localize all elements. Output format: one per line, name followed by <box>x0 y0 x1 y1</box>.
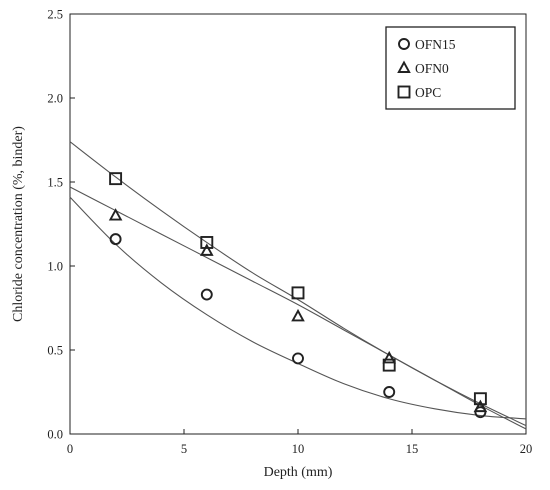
x-axis-title: Depth (mm) <box>264 465 333 480</box>
data-point-ofn0 <box>108 208 123 221</box>
legend-label-ofn0: OFN0 <box>415 61 449 76</box>
legend: OFN15 OFN0 OPC <box>385 26 516 110</box>
data-point-ofn0 <box>382 350 397 364</box>
data-point-opc <box>200 236 214 249</box>
data-point-opc <box>109 172 123 186</box>
data-point-ofn15 <box>109 233 122 246</box>
data-point-ofn0 <box>473 399 488 413</box>
fit-curves <box>69 141 527 430</box>
data-point-ofn15 <box>200 288 213 301</box>
data-point-ofn15 <box>383 386 396 398</box>
data-point-ofn0 <box>199 243 214 256</box>
x-tick-label: 15 <box>406 442 419 456</box>
data-point-opc <box>291 286 305 300</box>
x-tick-label: 20 <box>520 442 533 456</box>
data-point-ofn15 <box>292 352 304 365</box>
fit-curve-opc <box>69 141 527 427</box>
legend-marker-opc <box>397 85 411 99</box>
data-point-opc <box>382 358 396 372</box>
fit-curve-ofn15 <box>69 196 527 420</box>
x-axis: 0 5 10 15 20 <box>67 429 532 456</box>
x-tick-label: 5 <box>181 442 187 456</box>
x-tick-label: 0 <box>67 442 73 456</box>
y-tick-label: 1.5 <box>47 176 63 190</box>
y-tick-label: 0.0 <box>47 428 63 442</box>
legend-label-opc: OPC <box>415 85 441 100</box>
y-tick-label: 2.0 <box>47 92 63 106</box>
legend-marker-ofn0 <box>397 60 411 73</box>
legend-marker-ofn15 <box>398 38 410 50</box>
data-points <box>108 172 488 419</box>
data-point-ofn0 <box>291 308 305 322</box>
y-axis: 0.0 0.5 1.0 1.5 2.0 2.5 <box>47 8 75 442</box>
y-tick-label: 2.5 <box>47 8 63 22</box>
y-tick-label: 1.0 <box>47 260 63 274</box>
legend-label-ofn15: OFN15 <box>415 37 456 52</box>
y-tick-label: 0.5 <box>47 344 63 358</box>
data-point-ofn15 <box>474 406 487 419</box>
x-tick-label: 10 <box>292 442 305 456</box>
y-axis-title: Chloride concentration (%, binder) <box>11 126 26 322</box>
data-point-opc <box>473 392 487 406</box>
